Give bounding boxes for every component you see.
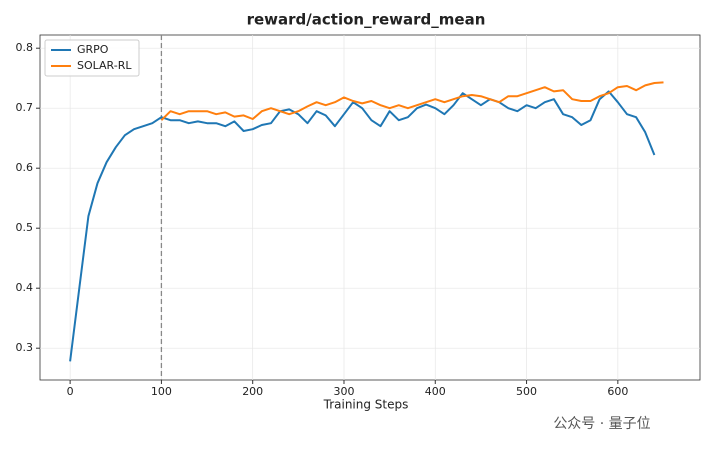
x-tick-label: 600 bbox=[607, 385, 628, 398]
plot-frame bbox=[39, 34, 701, 381]
x-axis-label: Training Steps bbox=[323, 398, 409, 412]
legend-label: GRPO bbox=[77, 43, 109, 56]
y-tick-label: 0.5 bbox=[16, 221, 34, 234]
x-tick-label: 100 bbox=[151, 385, 172, 398]
watermark: 公众号 · 量子位 bbox=[553, 416, 650, 432]
y-tick-label: 0.3 bbox=[16, 341, 34, 354]
y-tick-label: 0.4 bbox=[16, 281, 34, 294]
y-tick-label: 0.7 bbox=[16, 101, 34, 114]
x-tick-label: 0 bbox=[67, 385, 74, 398]
x-tick-label: 500 bbox=[516, 385, 537, 398]
x-tick-label: 200 bbox=[242, 385, 263, 398]
x-tick-label: 300 bbox=[333, 385, 354, 398]
series-line bbox=[69, 90, 656, 362]
x-tick-label: 400 bbox=[425, 385, 446, 398]
y-tick-label: 0.6 bbox=[16, 161, 34, 174]
legend-label: SOLAR-RL bbox=[77, 59, 132, 72]
chart-title: reward/action_reward_mean bbox=[247, 11, 486, 29]
y-tick-label: 0.8 bbox=[16, 41, 34, 54]
series-line bbox=[160, 81, 664, 121]
